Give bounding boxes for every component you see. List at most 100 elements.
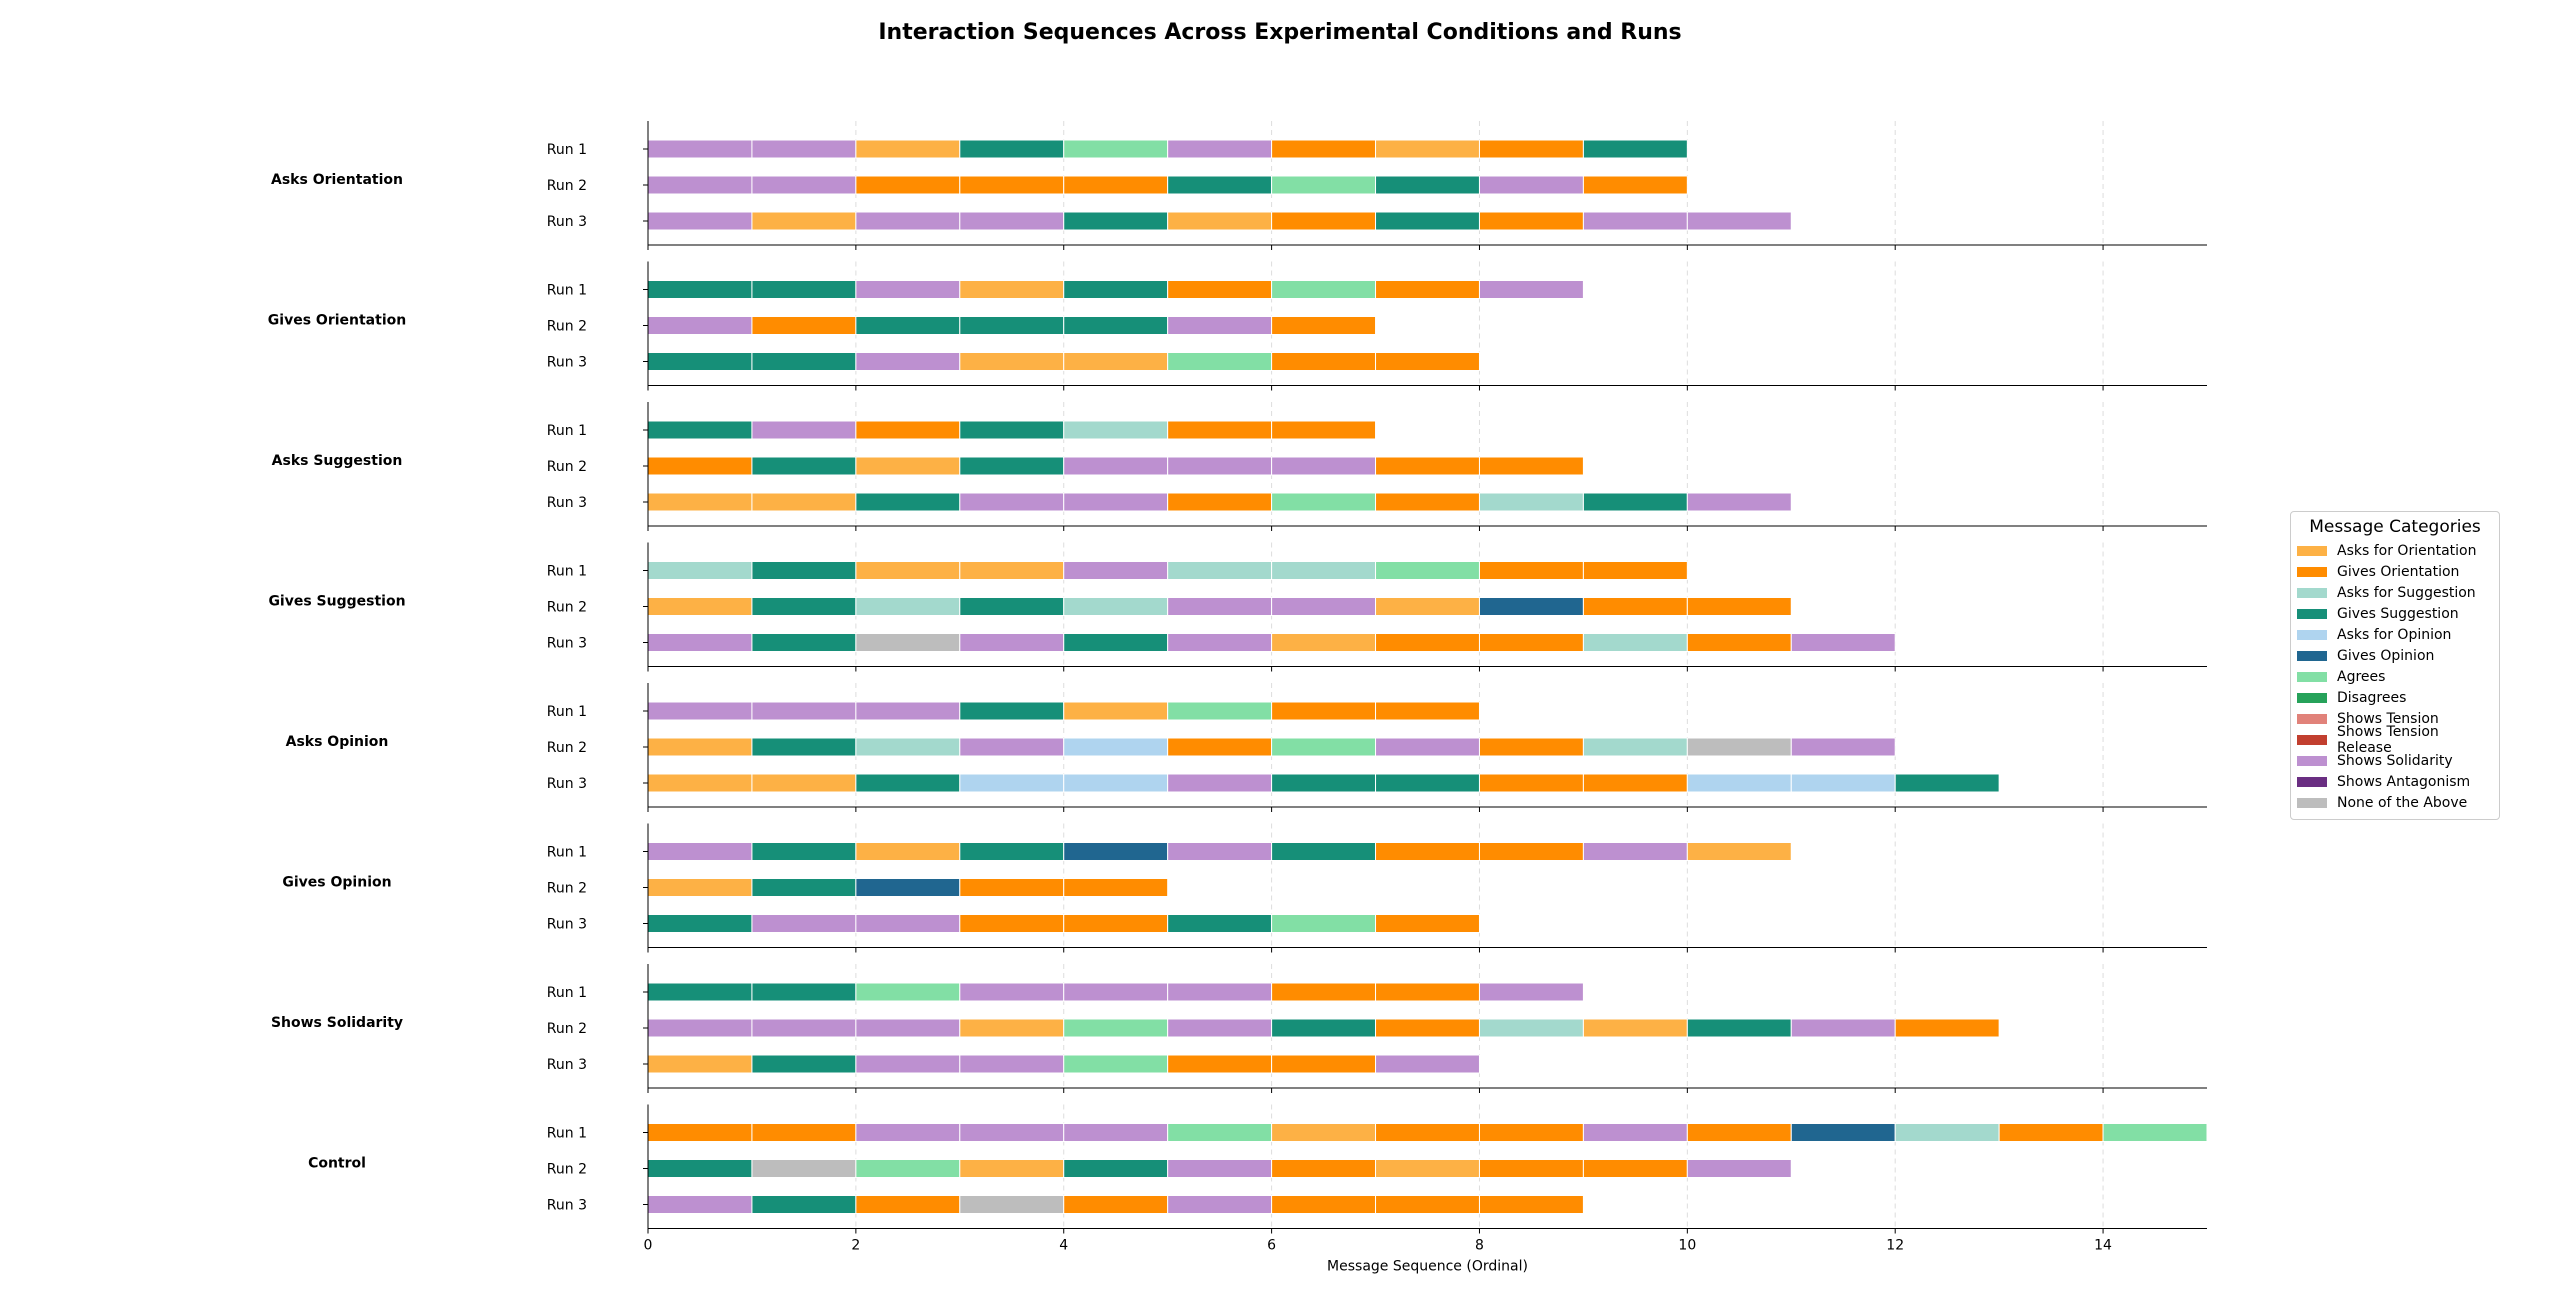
bar-segment: [959, 139, 1065, 159]
chart-title: Interaction Sequences Across Experimenta…: [878, 20, 1682, 45]
bar-segment: [1167, 316, 1273, 335]
bar-segment: [1063, 492, 1169, 512]
bar-segment: [1686, 492, 1792, 512]
bar-segment: [1271, 633, 1377, 652]
bar-segment: [959, 420, 1065, 440]
bar-segment: [855, 1018, 961, 1038]
legend-swatch: [2297, 734, 2327, 745]
legend: Message Categories Asks for Orientation G…: [2290, 511, 2500, 820]
legend-item: Asks for Suggestion: [2297, 582, 2493, 603]
bar-segment: [1271, 492, 1377, 512]
bar-segment: [751, 352, 857, 371]
bar-segment: [1271, 456, 1377, 476]
bar-segment: [855, 633, 961, 652]
bar-segment: [855, 561, 961, 580]
run-label: Run 3: [547, 776, 587, 792]
bar-segment: [959, 1018, 1065, 1038]
bar-segment: [1167, 633, 1273, 652]
bar-segment: [959, 878, 1065, 897]
bar-segment: [647, 1123, 753, 1142]
bar-segment: [959, 1054, 1065, 1074]
legend-swatch: [2297, 692, 2327, 703]
bar-segment: [1375, 633, 1480, 652]
bar-segment: [751, 773, 857, 793]
bar-segment: [1167, 773, 1273, 793]
bar-segment: [1894, 773, 2000, 793]
bar-segment: [1063, 701, 1169, 721]
bar-segment: [1582, 633, 1688, 652]
bar-segment: [1375, 1018, 1480, 1038]
bar-segment: [647, 492, 753, 512]
run-label: Run 1: [547, 845, 587, 861]
bar-segment: [647, 456, 753, 476]
bar-segment: [1375, 1159, 1480, 1178]
bar-segment: [855, 492, 961, 512]
run-label: Run 1: [547, 423, 587, 439]
bar-segment: [751, 280, 857, 299]
bar-segment: [855, 211, 961, 231]
bar-segment: [1063, 1018, 1169, 1038]
bar-segment: [647, 561, 753, 580]
condition-label: Shows Solidarity: [271, 1015, 403, 1031]
bar-segment: [1063, 139, 1169, 159]
bar-segment: [751, 1123, 857, 1142]
bar-segment: [1478, 1123, 1584, 1142]
bar-segment: [1063, 420, 1169, 440]
bar-segment: [1167, 139, 1273, 159]
bar-segment: [647, 316, 753, 335]
run-label: Run 3: [547, 636, 587, 652]
legend-item: Asks for Orientation: [2297, 540, 2493, 561]
legend-swatch: [2297, 650, 2327, 661]
bar-segment: [1375, 842, 1480, 861]
bar-segment: [1271, 1054, 1377, 1074]
bar-segment: [1686, 773, 1792, 793]
bar-segment: [1167, 914, 1273, 933]
bar-segment: [1478, 1195, 1584, 1214]
bar-segment: [751, 597, 857, 616]
bar-segment: [959, 914, 1065, 933]
bar-segment: [1063, 597, 1169, 616]
bar-segment: [1582, 1159, 1688, 1178]
bar-segment: [1478, 139, 1584, 159]
bar-segment: [1375, 597, 1480, 616]
bar-segment: [1375, 773, 1480, 793]
bar-segment: [647, 420, 753, 440]
bar-segment: [959, 597, 1065, 616]
bar-segment: [751, 878, 857, 897]
bar-segment: [647, 1054, 753, 1074]
bar-segment: [1167, 1159, 1273, 1178]
bar-segment: [1894, 1018, 2000, 1038]
x-tick-label: 12: [1886, 1238, 1904, 1254]
bar-segment: [1582, 211, 1688, 231]
run-label: Run 2: [547, 600, 587, 616]
bar-segment: [1063, 633, 1169, 652]
legend-label: Shows Tension: [2337, 710, 2439, 727]
bar-segment: [1375, 492, 1480, 512]
bar-segment: [647, 737, 753, 757]
bar-segment: [855, 914, 961, 933]
bar-segment: [959, 773, 1065, 793]
bar-segment: [855, 737, 961, 757]
bar-segment: [855, 701, 961, 721]
bar-segment: [647, 633, 753, 652]
bar-segment: [1271, 211, 1377, 231]
bar-segment: [751, 175, 857, 195]
legend-swatch: [2297, 776, 2327, 787]
legend-title: Message Categories: [2309, 517, 2481, 537]
x-tick-label: 10: [1678, 1238, 1696, 1254]
run-label: Run 2: [547, 459, 587, 475]
bar-segment: [959, 701, 1065, 721]
bar-segment: [959, 1123, 1065, 1142]
legend-label: Disagrees: [2337, 689, 2407, 706]
bar-segment: [1271, 701, 1377, 721]
condition-label: Asks Suggestion: [272, 453, 403, 469]
condition-label: Asks Opinion: [286, 734, 389, 750]
bar-segment: [1063, 1195, 1169, 1214]
bar-segment: [647, 352, 753, 371]
bar-segment: [1375, 211, 1480, 231]
legend-swatch: [2297, 566, 2327, 577]
bar-segment: [647, 139, 753, 159]
bar-segment: [1167, 175, 1273, 195]
run-label: Run 1: [547, 704, 587, 720]
